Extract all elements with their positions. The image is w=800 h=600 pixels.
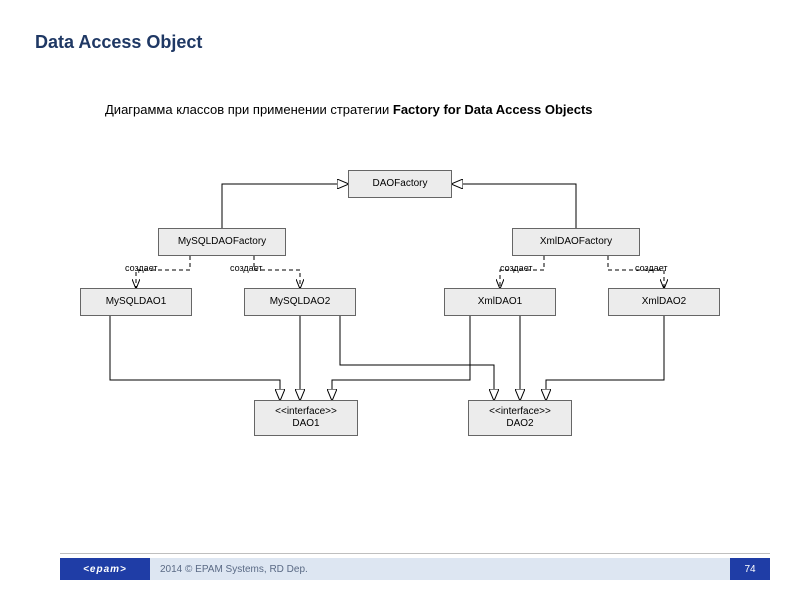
edge-label-l3: создает [500, 263, 533, 273]
edge-impl_x2_dao2 [546, 316, 664, 400]
node-dao2: <<interface>>DAO2 [468, 400, 572, 436]
node-label: DAO2 [506, 418, 533, 430]
subtitle-prefix: Диаграмма классов при применении стратег… [105, 102, 393, 117]
node-label: XmlDAOFactory [540, 236, 612, 248]
node-stereotype: <<interface>> [489, 406, 551, 418]
node-stereotype: <<interface>> [275, 406, 337, 418]
node-dao1: <<interface>>DAO1 [254, 400, 358, 436]
diagram-edges [80, 170, 720, 490]
node-xmldao2: XmlDAO2 [608, 288, 720, 316]
node-mysqldao1: MySQLDAO1 [80, 288, 192, 316]
footer-page-number: 74 [730, 558, 770, 580]
slide: Data Access Object Диаграмма классов при… [0, 0, 800, 600]
node-daofactory: DAOFactory [348, 170, 452, 198]
node-label: MySQLDAO1 [106, 296, 167, 308]
footer-divider [60, 553, 770, 554]
node-label: DAO1 [292, 418, 319, 430]
node-label: DAOFactory [372, 178, 427, 190]
node-mysqldao2: MySQLDAO2 [244, 288, 356, 316]
footer-text: 2014 © EPAM Systems, RD Dep. [150, 558, 730, 580]
edge-label-l4: создает [635, 263, 668, 273]
footer-logo: <epam> [60, 558, 150, 580]
page-subtitle: Диаграмма классов при применении стратег… [105, 102, 593, 117]
footer-bar: <epam> 2014 © EPAM Systems, RD Dep. 74 [60, 558, 770, 580]
node-xmldaofactory: XmlDAOFactory [512, 228, 640, 256]
edge-impl_m1_dao1 [110, 316, 280, 400]
edge-impl_m2_dao2 [340, 316, 494, 400]
node-label: MySQLDAO2 [270, 296, 331, 308]
edge-label-l2: создает [230, 263, 263, 273]
page-title: Data Access Object [35, 32, 202, 53]
edge-label-l1: создает [125, 263, 158, 273]
subtitle-bold: Factory for Data Access Objects [393, 102, 593, 117]
node-xmldao1: XmlDAO1 [444, 288, 556, 316]
node-label: XmlDAO1 [478, 296, 522, 308]
edge-impl_x1_dao1 [332, 316, 470, 400]
class-diagram: DAOFactory MySQLDAOFactory XmlDAOFactory My… [80, 170, 720, 490]
node-label: XmlDAO2 [642, 296, 686, 308]
node-mysqldaofactory: MySQLDAOFactory [158, 228, 286, 256]
edge-inh_xmlf_daof [452, 184, 576, 228]
node-label: MySQLDAOFactory [178, 236, 266, 248]
edge-inh_mysqlf_daof [222, 184, 348, 228]
